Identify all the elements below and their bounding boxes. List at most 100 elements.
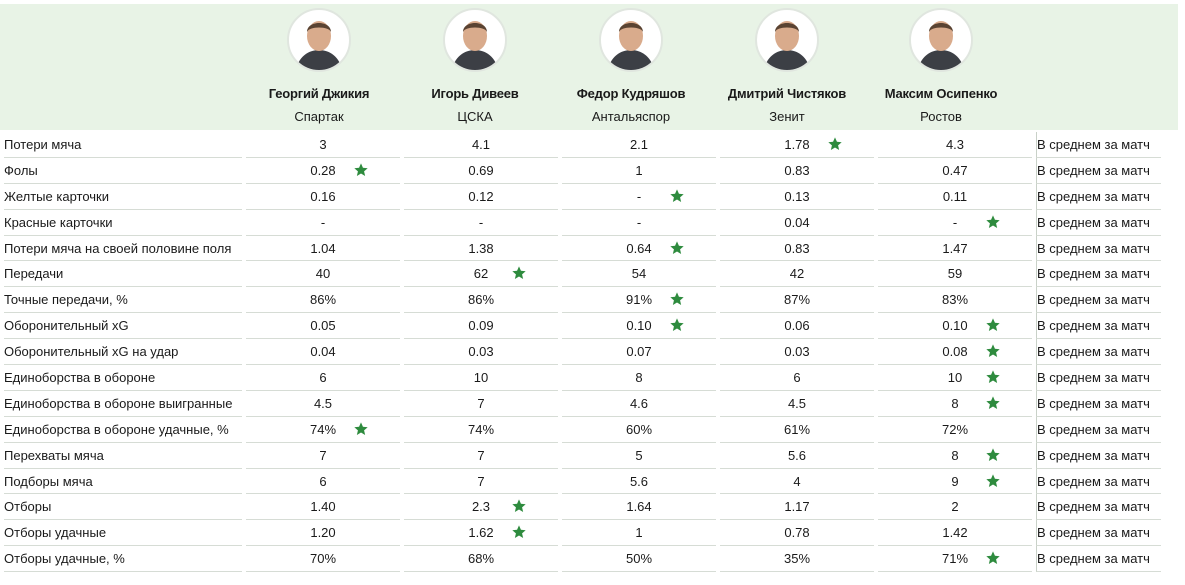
- row-label: Отборы: [4, 494, 242, 521]
- table-row: Точные передачи, % 86% 86% 91% 87% 83% В средн…: [4, 287, 1161, 314]
- stat-cell: 7: [246, 443, 400, 469]
- stat-value: 2.1: [629, 136, 649, 152]
- best-value-star-icon: [986, 551, 1000, 565]
- best-value-star-icon: [670, 189, 684, 202]
- stat-cell: 62: [404, 261, 558, 288]
- stat-cell: 1.47: [878, 236, 1032, 262]
- stat-value: -: [320, 214, 326, 230]
- stat-value: 0.04: [310, 344, 336, 360]
- best-value-star-icon: [986, 473, 1000, 487]
- row-label: Оборонительный xG на удар: [4, 339, 242, 366]
- stat-value: 0.03: [784, 344, 810, 360]
- row-label: Подборы мяча: [4, 469, 242, 495]
- stat-value: 1.47: [942, 240, 968, 256]
- players-header: [0, 4, 1178, 130]
- stat-cell: -: [562, 184, 716, 210]
- player-club: Антальяспор: [591, 109, 671, 124]
- stat-value: 54: [631, 266, 647, 282]
- stat-cell: 71%: [878, 546, 1032, 573]
- stat-cell: 0.69: [404, 158, 558, 184]
- stat-cell: 1.64: [562, 494, 716, 521]
- stat-cell: 5.6: [562, 469, 716, 495]
- stat-cell: -: [404, 210, 558, 236]
- row-label: Перехваты мяча: [4, 443, 242, 469]
- stat-value: 6: [319, 369, 327, 385]
- stat-cell: 0.10: [878, 313, 1032, 340]
- stat-value: 70%: [309, 551, 337, 567]
- table-row: Желтые карточки 0.16 0.12 - 0.13 0.11 В средне…: [4, 183, 1161, 210]
- row-label: Единоборства в обороне выигранные: [4, 391, 242, 417]
- stat-value: 50%: [625, 551, 653, 567]
- stat-cell: 60%: [562, 417, 716, 443]
- stats-table: Потери мяча 3 4.1 2.1 1.78 4.3 В среднем за ма…: [4, 132, 1161, 573]
- stat-value: 0.11: [942, 188, 968, 204]
- row-label: Отборы удачные: [4, 520, 242, 547]
- stat-cell: 86%: [404, 287, 558, 314]
- player-card: Георгий Джикия Спартак: [244, 8, 394, 124]
- stat-cell: 0.10: [562, 313, 716, 340]
- row-label: Потери мяча на своей половине поля: [4, 236, 242, 262]
- stat-cell: 2.1: [562, 132, 716, 158]
- stat-cell: 4: [720, 469, 874, 495]
- stat-value: 0.05: [310, 318, 336, 334]
- best-value-star-icon: [986, 344, 1000, 358]
- stat-cell: 0.47: [878, 158, 1032, 184]
- stat-cell: 0.04: [720, 210, 874, 236]
- stat-value: 7: [319, 447, 327, 463]
- table-row: Единоборства в обороне выигранные 4.5 7 4.6…: [4, 390, 1161, 417]
- stat-cell: -: [246, 210, 400, 236]
- stat-cell: 42: [720, 261, 874, 288]
- stat-value: 2.3: [471, 499, 491, 515]
- stat-value: 8: [951, 447, 959, 463]
- stat-cell: 1.62: [404, 520, 558, 547]
- stat-cell: 86%: [246, 287, 400, 314]
- stat-value: 1.17: [784, 499, 810, 515]
- row-label: Фолы: [4, 158, 242, 184]
- stat-value: 86%: [309, 292, 337, 308]
- best-value-star-icon: [986, 318, 1000, 332]
- row-label: Оборонительный xG: [4, 313, 242, 340]
- row-note: В среднем за матч: [1036, 235, 1161, 262]
- table-row: Отборы удачные 1.20 1.62 1 0.78 1.42 В среднем…: [4, 520, 1161, 547]
- player-card: Максим Осипенко Ростов: [866, 8, 1016, 124]
- stat-cell: 1.78: [720, 132, 874, 158]
- row-label: Передачи: [4, 261, 242, 288]
- stat-cell: 0.03: [720, 339, 874, 366]
- stat-value: -: [636, 188, 642, 204]
- table-row: Красные карточки - - - 0.04 - В среднем за мат…: [4, 209, 1161, 236]
- stat-value: 0.64: [626, 240, 652, 256]
- table-row: Оборонительный xG 0.05 0.09 0.10 0.06 0.10 В с…: [4, 313, 1161, 340]
- table-row: Перехваты мяча 7 7 5 5.6 8 В среднем за матч: [4, 442, 1161, 469]
- player-photo-icon: [599, 8, 663, 72]
- stat-cell: 74%: [404, 417, 558, 443]
- stat-cell: 4.5: [246, 391, 400, 417]
- table-row: Фолы 0.28 0.69 1 0.83 0.47 В среднем за матч: [4, 157, 1161, 184]
- stat-cell: 4.5: [720, 391, 874, 417]
- stat-cell: -: [562, 210, 716, 236]
- stat-value: 0.10: [942, 318, 968, 334]
- row-label: Потери мяча: [4, 132, 242, 158]
- stat-value: 1.62: [468, 525, 494, 541]
- stat-value: 72%: [941, 421, 969, 437]
- best-value-star-icon: [828, 137, 842, 150]
- stat-value: 1.40: [310, 499, 336, 515]
- stat-value: 0.03: [468, 344, 494, 360]
- row-note: В среднем за матч: [1036, 494, 1161, 521]
- row-note: В среднем за матч: [1036, 157, 1161, 184]
- stat-cell: 72%: [878, 417, 1032, 443]
- stat-cell: 0.12: [404, 184, 558, 210]
- row-note: В среднем за матч: [1036, 390, 1161, 417]
- table-row: Отборы 1.40 2.3 1.64 1.17 2 В среднем за матч: [4, 494, 1161, 521]
- stat-cell: 0.83: [720, 158, 874, 184]
- stat-cell: 70%: [246, 546, 400, 573]
- best-value-star-icon: [986, 396, 1000, 409]
- row-note: В среднем за матч: [1036, 442, 1161, 469]
- stat-cell: 83%: [878, 287, 1032, 314]
- stat-value: 0.06: [784, 318, 810, 334]
- stat-cell: 0.09: [404, 313, 558, 340]
- stat-value: 1.78: [784, 136, 810, 152]
- stat-cell: 5.6: [720, 443, 874, 469]
- player-name: Игорь Дивеев: [431, 86, 519, 101]
- stat-value: 4.3: [945, 136, 965, 152]
- stat-value: 35%: [783, 551, 811, 567]
